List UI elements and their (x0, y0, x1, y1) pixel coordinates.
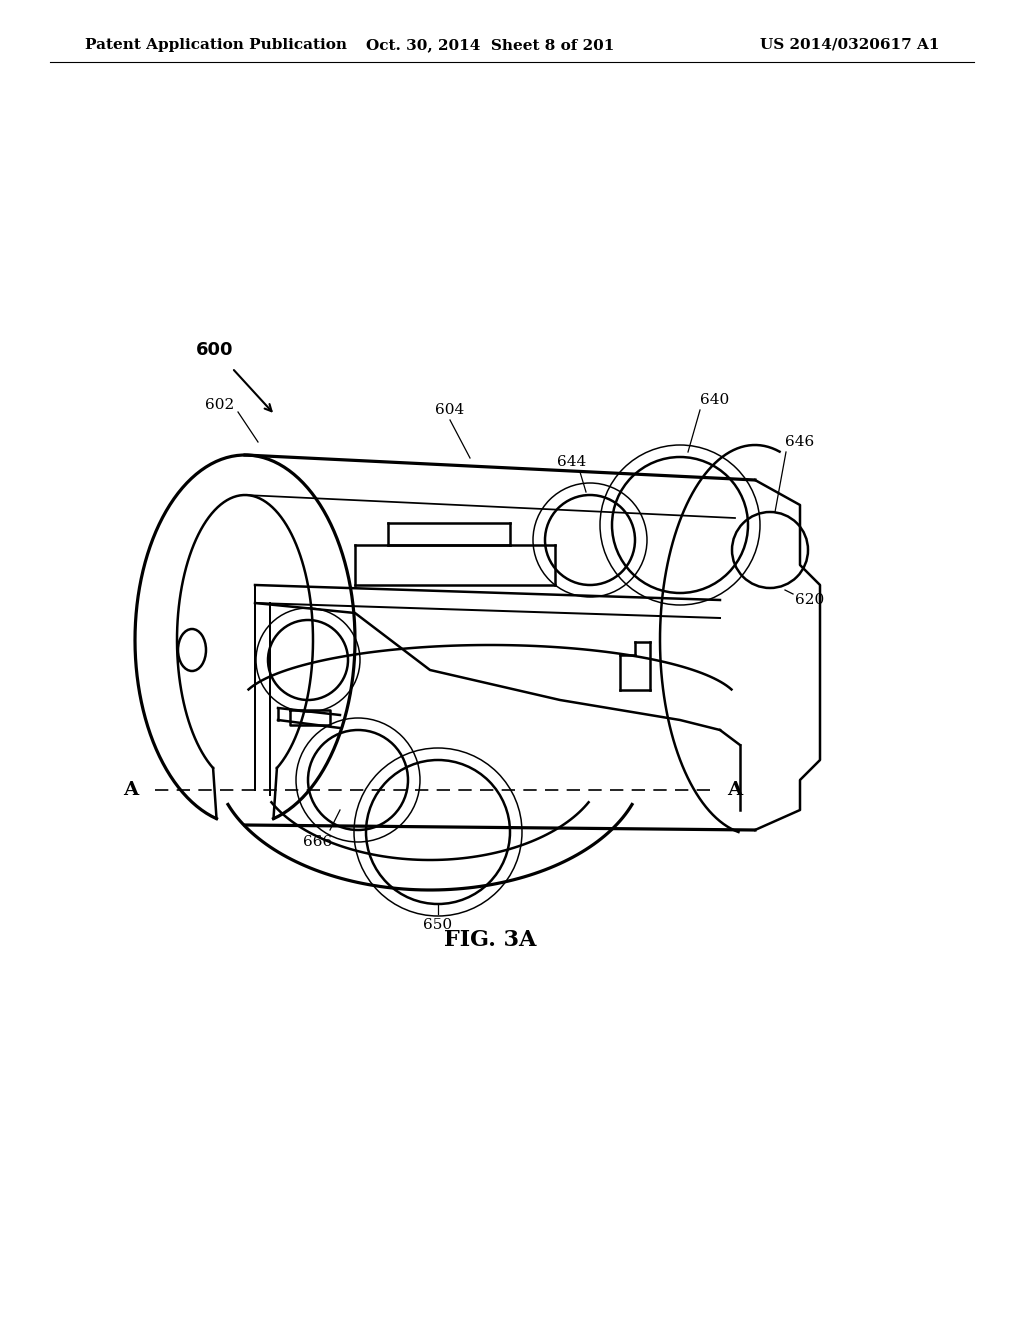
Text: Patent Application Publication: Patent Application Publication (85, 38, 347, 51)
Text: Oct. 30, 2014  Sheet 8 of 201: Oct. 30, 2014 Sheet 8 of 201 (366, 38, 614, 51)
Text: 644: 644 (557, 455, 587, 469)
Text: US 2014/0320617 A1: US 2014/0320617 A1 (761, 38, 940, 51)
Text: 640: 640 (700, 393, 730, 407)
Text: A: A (123, 781, 138, 799)
Text: 600: 600 (197, 341, 233, 359)
Text: 620: 620 (796, 593, 824, 607)
Text: FIG. 3A: FIG. 3A (443, 929, 537, 950)
Text: 666: 666 (303, 836, 333, 849)
Text: A: A (727, 781, 742, 799)
Text: 646: 646 (785, 436, 815, 449)
Text: 650: 650 (424, 917, 453, 932)
Text: 604: 604 (435, 403, 465, 417)
Text: 602: 602 (206, 399, 234, 412)
